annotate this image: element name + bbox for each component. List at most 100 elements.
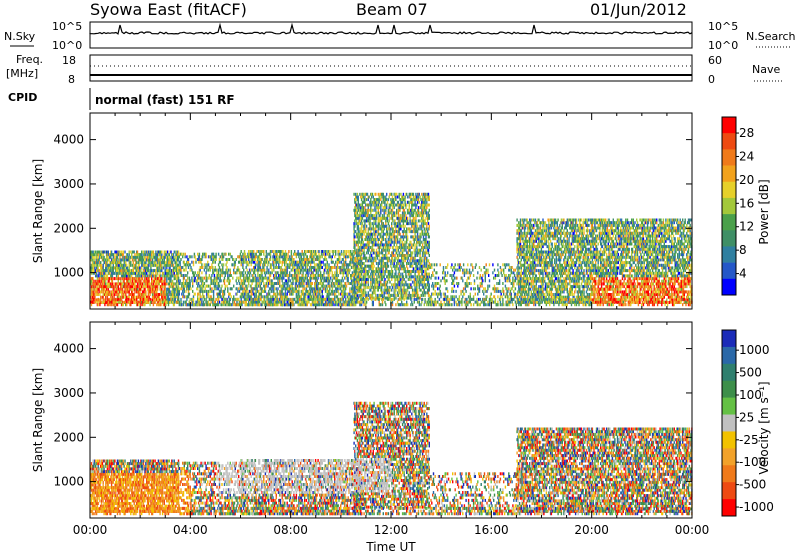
power-cell	[353, 270, 355, 273]
power-cell	[263, 250, 265, 253]
power-cell	[386, 203, 388, 207]
power-cell	[112, 266, 114, 270]
power-cell	[99, 250, 101, 254]
power-cell	[136, 261, 138, 265]
power-cell	[95, 269, 97, 273]
power-cell	[338, 297, 340, 301]
power-cell	[274, 300, 277, 304]
power-cell	[250, 258, 252, 261]
power-cell	[356, 291, 359, 295]
power-cell	[154, 285, 156, 289]
power-cell	[385, 222, 387, 226]
power-cell	[206, 295, 208, 299]
power-cell	[203, 268, 206, 272]
power-cell	[94, 287, 96, 291]
power-cell	[324, 258, 326, 261]
power-cell	[333, 282, 335, 285]
power-cell	[300, 255, 303, 259]
power-cell	[105, 266, 108, 270]
power-cell	[177, 250, 179, 254]
power-cell	[378, 259, 380, 263]
power-cell	[273, 292, 276, 296]
power-cell	[150, 271, 152, 275]
power-cell	[133, 271, 135, 275]
power-cell	[219, 255, 221, 259]
power-cell	[356, 206, 359, 210]
power-cell	[367, 291, 369, 295]
power-cell	[101, 287, 104, 291]
power-cell	[102, 269, 104, 273]
power-cell	[365, 198, 368, 202]
power-cell	[162, 261, 165, 265]
power-cell	[378, 283, 380, 287]
power-cell	[113, 282, 115, 286]
power-cell	[394, 219, 396, 223]
power-cell	[158, 261, 160, 265]
power-cell	[151, 261, 153, 265]
power-cell	[215, 268, 217, 272]
power-cell	[336, 287, 339, 291]
power-cell	[146, 274, 149, 278]
power-cell	[355, 195, 358, 199]
power-cell	[289, 260, 291, 264]
power-cell	[391, 235, 393, 239]
power-cell	[211, 289, 213, 293]
power-cell	[295, 295, 298, 299]
power-cell	[152, 282, 155, 286]
power-cell	[197, 258, 200, 261]
power-cell	[171, 298, 173, 302]
power-cell	[167, 271, 170, 275]
power-cell	[188, 276, 191, 280]
power-cell	[285, 282, 287, 285]
power-cell	[129, 261, 131, 265]
power-cell	[247, 289, 249, 293]
power-cell	[213, 279, 216, 283]
power-cell	[294, 271, 296, 275]
power-cell	[259, 279, 262, 283]
power-cell	[273, 287, 276, 291]
power-cell	[337, 274, 339, 277]
power-cell	[298, 295, 300, 299]
power-cell	[150, 258, 152, 262]
power-cell	[95, 261, 97, 265]
power-cell	[393, 264, 395, 268]
power-cell	[118, 271, 120, 275]
power-cell	[199, 276, 201, 280]
power-cell	[243, 287, 246, 291]
power-cell	[226, 260, 228, 264]
power-cell	[337, 266, 339, 269]
power-cell	[339, 282, 341, 285]
power-cell	[253, 258, 256, 261]
power-cell	[112, 255, 114, 259]
power-cell	[274, 260, 277, 264]
power-cell	[177, 266, 179, 270]
power-cell	[353, 288, 355, 292]
power-cell	[344, 295, 346, 299]
power-cell	[309, 292, 312, 296]
power-cell	[136, 290, 138, 294]
power-cell	[149, 301, 151, 304]
power-cell	[144, 277, 146, 281]
power-cell	[155, 295, 157, 299]
power-cell	[387, 198, 390, 202]
power-cell	[169, 261, 171, 265]
power-cell	[234, 263, 236, 267]
power-cell	[115, 290, 117, 294]
power-cell	[260, 274, 262, 277]
power-cell	[262, 250, 264, 253]
power-cell	[319, 292, 321, 296]
power-cell	[149, 263, 151, 267]
power-cell	[269, 250, 272, 253]
power-cell	[302, 274, 304, 277]
power-cell	[360, 248, 363, 252]
power-cell	[141, 253, 143, 257]
power-cell	[364, 219, 366, 223]
power-cell	[268, 289, 270, 293]
power-cell	[149, 253, 151, 257]
power-cell	[133, 293, 135, 296]
power-cell	[97, 253, 99, 257]
power-cell	[311, 252, 313, 256]
power-cell	[336, 289, 339, 293]
power-cell	[362, 291, 364, 295]
power-cell	[120, 282, 123, 286]
